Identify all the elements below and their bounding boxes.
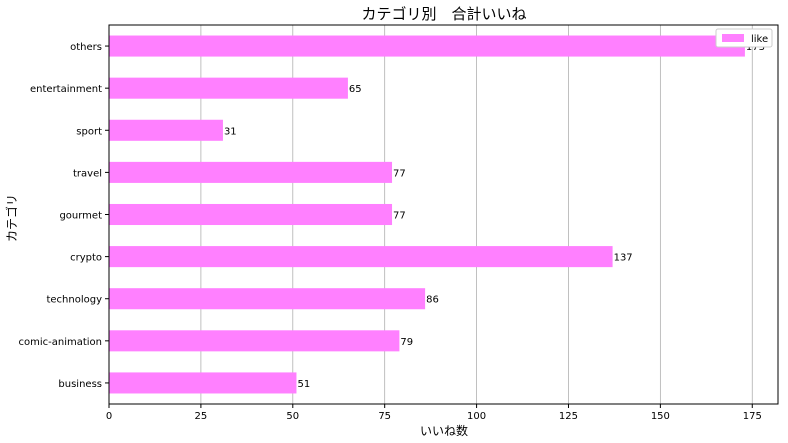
y-tick-label: others <box>70 42 102 53</box>
data-label: 173 <box>746 42 765 53</box>
legend-label: like <box>751 34 768 45</box>
data-label: 77 <box>393 211 406 222</box>
x-tick-label: 175 <box>743 411 762 422</box>
data-label: 86 <box>426 295 439 306</box>
x-tick-label: 150 <box>651 411 670 422</box>
data-label: 137 <box>614 253 633 264</box>
bar-crypto <box>109 246 613 268</box>
data-label: 31 <box>224 126 237 137</box>
x-axis-ticks: 0 25 50 75 100 125 150 175 <box>106 404 762 422</box>
x-axis-label: いいね数 <box>420 423 468 438</box>
chart-title: カテゴリ別 合計いいね <box>361 5 526 23</box>
y-tick-label: sport <box>76 126 102 137</box>
data-label: 51 <box>297 379 310 390</box>
bar-sport <box>109 119 223 141</box>
x-tick-label: 100 <box>467 411 486 422</box>
x-tick-label: 25 <box>195 411 208 422</box>
y-tick-label: gourmet <box>59 211 102 222</box>
x-tick-label: 0 <box>106 411 112 422</box>
y-axis-label: カテゴリ <box>4 194 19 242</box>
y-tick-label: entertainment <box>30 84 102 95</box>
legend-swatch <box>722 34 744 42</box>
y-tick-label: comic-animation <box>18 337 102 348</box>
data-label: 77 <box>393 168 406 179</box>
y-axis-ticks: business comic-animation technology crypto g… <box>18 42 109 390</box>
bar-business <box>109 372 297 394</box>
legend: like <box>715 28 773 48</box>
bar-technology <box>109 288 426 310</box>
y-tick-label: business <box>58 379 102 390</box>
bar-others <box>109 35 745 57</box>
bar-travel <box>109 161 393 183</box>
x-tick-label: 75 <box>378 411 391 422</box>
bar-entertainment <box>109 77 348 99</box>
data-label: 65 <box>349 84 362 95</box>
y-tick-label: crypto <box>70 253 102 264</box>
bars: 51 79 86 137 77 77 31 65 173 <box>109 35 765 394</box>
y-tick-label: technology <box>46 295 102 306</box>
bar-comic-animation <box>109 330 400 352</box>
bar-gourmet <box>109 203 393 226</box>
y-tick-label: travel <box>73 168 102 179</box>
x-tick-label: 50 <box>286 411 299 422</box>
x-tick-label: 125 <box>559 411 578 422</box>
data-label: 79 <box>400 337 413 348</box>
